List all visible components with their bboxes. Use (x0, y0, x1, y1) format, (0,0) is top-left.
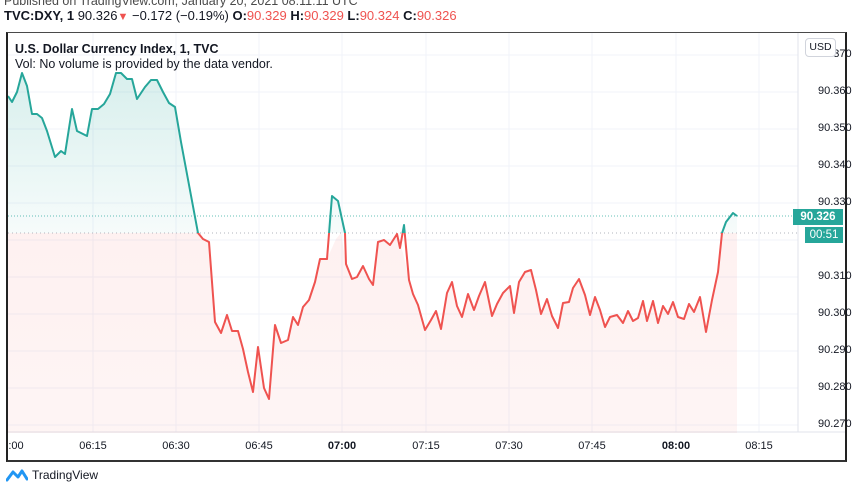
x-tick: 06:15 (79, 440, 107, 452)
close-label: C: (403, 8, 417, 23)
y-tick: 90.280 (818, 381, 852, 393)
x-tick: 07:00 (327, 440, 357, 452)
y-tick: 90.350 (818, 122, 852, 134)
price-line (8, 72, 738, 400)
x-tick: :00 (8, 440, 24, 452)
published-caption: Published on TradingView.com, January 20… (4, 0, 358, 8)
area-fill (8, 73, 737, 433)
volume-note: Vol: No volume is provided by the data v… (15, 57, 273, 71)
y-tick: 90.290 (818, 344, 852, 356)
tradingview-footer[interactable]: TradingView (6, 468, 98, 482)
price-change: −0.172 (−0.19%) (131, 8, 229, 23)
high-value: 90.329 (304, 8, 344, 23)
low-value: 90.324 (359, 8, 400, 23)
last-price: 90.326 (77, 8, 118, 23)
symbol-legend: TVC:DXY, 1 90.326▼ −0.172 (−0.19%) O:90.… (4, 8, 457, 23)
x-tick: 06:45 (245, 440, 273, 452)
y-tick: 90.270 (818, 418, 852, 430)
y-tick: 90.310 (818, 270, 852, 282)
y-tick: 90.300 (818, 307, 852, 319)
y-tick: 90.360 (818, 85, 852, 97)
x-tick: 08:00 (661, 440, 691, 452)
open-value: 90.329 (246, 8, 287, 23)
tradingview-logo-icon (6, 469, 28, 482)
x-tick: 08:15 (745, 440, 773, 452)
tradingview-brand: TradingView (32, 468, 99, 482)
high-label: H: (290, 8, 305, 23)
y-tick: 90.330 (818, 196, 852, 208)
low-label: L: (347, 8, 360, 23)
x-tick: 07:45 (578, 440, 606, 452)
x-tick: 07:15 (412, 440, 440, 452)
down-triangle-icon: ▼ (117, 11, 129, 23)
pane-title: U.S. Dollar Currency Index, 1, TVC (15, 42, 219, 56)
open-label: O: (232, 8, 247, 23)
symbol-name: TVC:DXY, 1 (4, 8, 75, 23)
current-price-label: 90.326 (793, 209, 843, 225)
bar-countdown-label: 00:51 (805, 227, 843, 243)
close-value: 90.326 (416, 8, 457, 23)
chart-frame[interactable] (6, 32, 847, 462)
x-tick: 06:30 (162, 440, 190, 452)
y-tick: 90.340 (818, 159, 852, 171)
currency-button[interactable]: USD (805, 38, 836, 57)
x-tick: 07:30 (495, 440, 523, 452)
